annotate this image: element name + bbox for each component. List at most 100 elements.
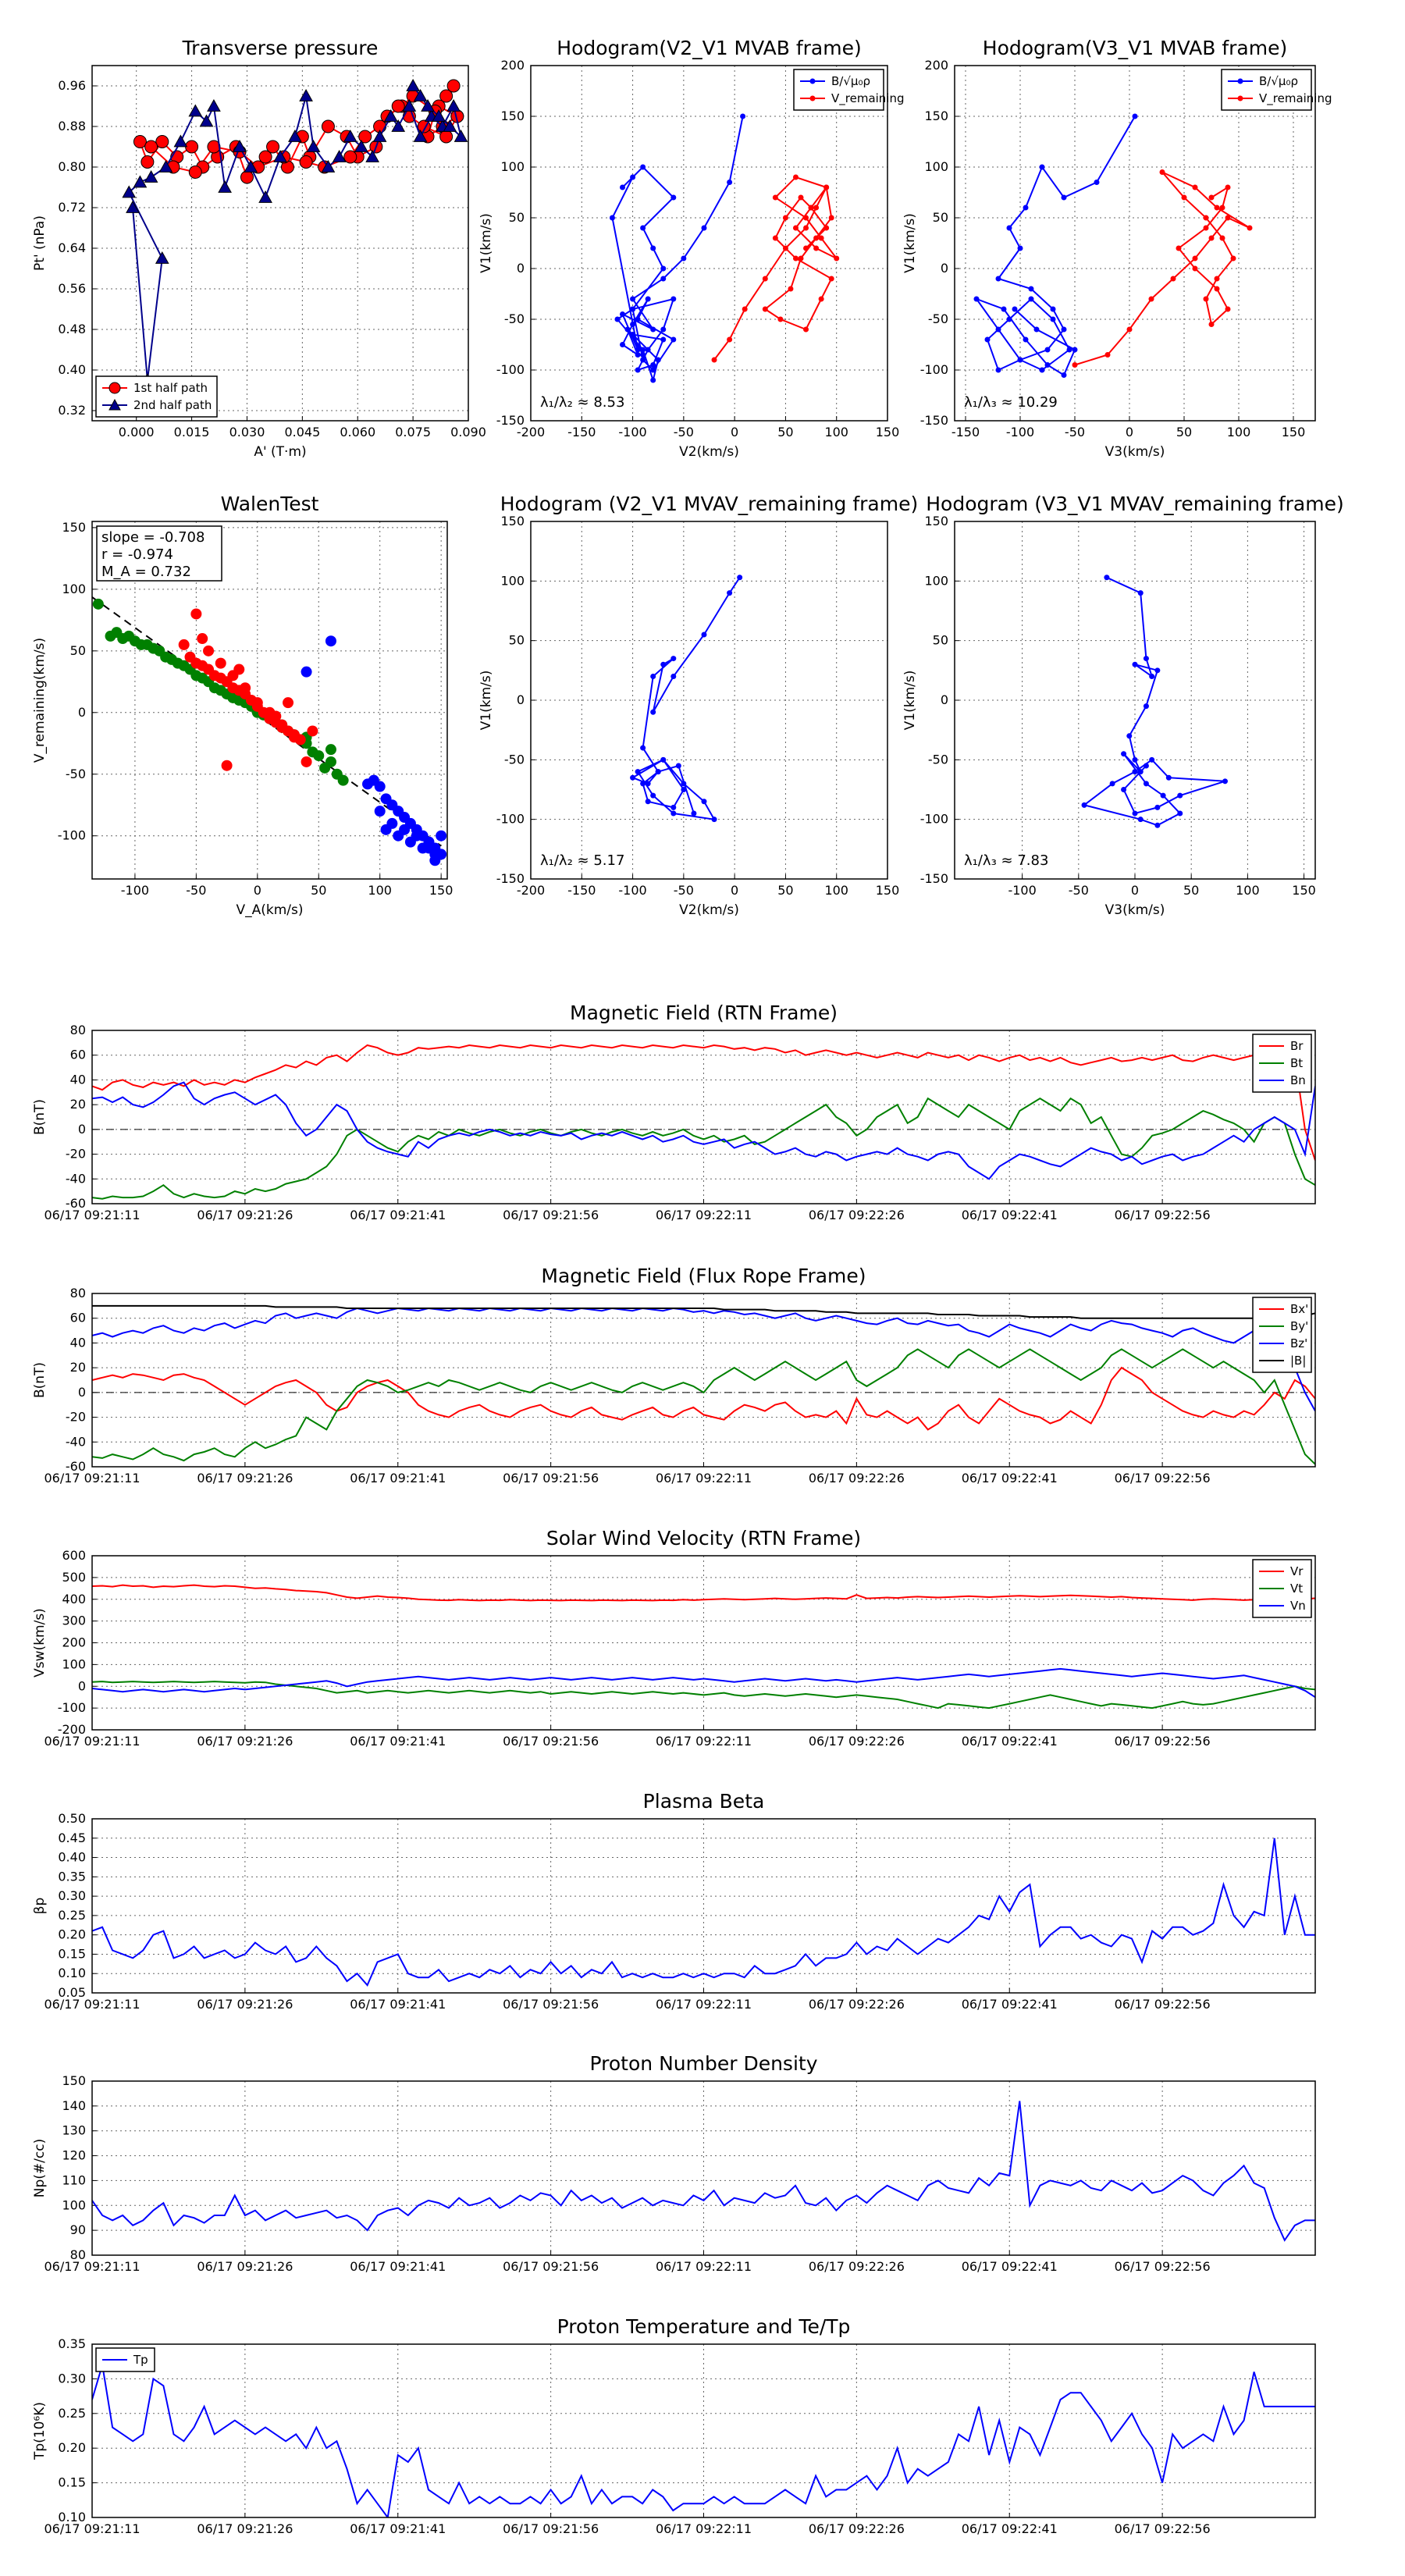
data-point	[1192, 265, 1198, 272]
data-point	[354, 139, 368, 152]
data-point	[803, 225, 809, 231]
series-line	[92, 1584, 1315, 1602]
data-point	[727, 590, 733, 596]
data-point	[1181, 194, 1187, 201]
y-tick-label: 50	[70, 643, 86, 658]
data-point	[823, 184, 830, 190]
y-tick-label: 0	[78, 705, 86, 720]
y-tick-label: 50	[509, 633, 525, 648]
y-tick-label: 0.35	[58, 1869, 86, 1884]
data-point	[288, 729, 300, 741]
data-point	[270, 710, 282, 722]
data-point	[1160, 792, 1166, 799]
walen-stats-box	[96, 525, 222, 582]
series-v-remaining	[1072, 169, 1253, 368]
x-tick-label: -50	[674, 425, 694, 439]
data-point	[823, 225, 830, 231]
plot-area	[1081, 575, 1228, 828]
x-tick-label: 100	[1236, 883, 1260, 898]
plot-area	[92, 1304, 1315, 1465]
data-point	[630, 774, 636, 781]
data-point	[1222, 778, 1228, 785]
x-tick-label: 06/17 09:22:41	[962, 1997, 1058, 2012]
x-tick-label: 06/17 09:21:11	[44, 2259, 140, 2274]
data-point	[393, 830, 404, 841]
data-point	[1230, 255, 1236, 262]
data-point	[358, 130, 372, 144]
x-tick-label: 06/17 09:21:11	[44, 2521, 140, 2536]
y-tick-label: -100	[920, 812, 948, 827]
y-tick-label: 150	[924, 109, 948, 123]
x-tick-label: 100	[368, 883, 392, 898]
data-point	[148, 642, 159, 654]
y-tick-label: 300	[62, 1614, 86, 1628]
x-tick-label: 0.060	[340, 425, 375, 439]
data-point	[402, 98, 417, 112]
data-point	[1039, 164, 1045, 170]
x-tick-label: 06/17 09:21:56	[503, 1997, 599, 2012]
data-point	[413, 88, 428, 101]
walen-stat-line: M_A = 0.732	[101, 564, 191, 580]
x-axis-label: V_A(km/s)	[236, 902, 303, 918]
data-point	[1192, 255, 1198, 262]
y-tick-label: 80	[70, 1286, 86, 1300]
y-tick-label: 0.10	[58, 1966, 86, 1980]
series-line	[92, 2364, 1315, 2517]
data-point	[670, 296, 677, 302]
data-point	[762, 306, 768, 312]
data-point	[244, 159, 258, 173]
data-point	[660, 756, 667, 763]
data-point	[1137, 817, 1144, 823]
legend: Br Bt Bn	[1252, 1034, 1312, 1093]
x-tick-label: -100	[1006, 425, 1034, 439]
data-point	[681, 255, 687, 262]
series-bn	[92, 1081, 1315, 1180]
data-point	[818, 296, 824, 302]
x-tick-label: 0	[1131, 883, 1139, 898]
y-axis-label: Pt' (nPa)	[32, 215, 48, 271]
data-point	[1023, 205, 1029, 211]
walen-stat-line: slope = -0.708	[101, 529, 205, 546]
data-point	[1126, 326, 1133, 333]
ratio-annotation: λ₁/λ₃ ≈ 7.83	[964, 852, 1048, 869]
series-line	[92, 1838, 1315, 1987]
legend-label: Vt	[1290, 1582, 1303, 1596]
data-point	[1104, 575, 1110, 581]
y-tick-label: 0.72	[58, 200, 86, 215]
data-point	[1203, 225, 1209, 231]
legend: Bx' By' Bz' |B|	[1252, 1297, 1312, 1373]
data-point	[681, 787, 687, 792]
y-tick-label: 80	[70, 2247, 86, 2262]
chart-vsw: Solar Wind Velocity (RTN Frame) 06/17 09:…	[32, 1527, 1316, 1749]
data-point	[1148, 296, 1154, 302]
data-point	[630, 332, 636, 337]
chart-title: Hodogram (V2_V1 MVAV_remaining frame)	[500, 493, 919, 515]
data-point	[630, 296, 636, 302]
data-point	[1154, 804, 1161, 810]
data-point	[325, 744, 336, 756]
data-point	[834, 255, 840, 262]
data-point	[1023, 336, 1029, 343]
y-tick-label: 0.25	[58, 1908, 86, 1923]
data-point	[675, 763, 681, 769]
y-tick-label: -60	[66, 1459, 86, 1474]
x-tick-label: 06/17 09:22:11	[656, 2259, 752, 2274]
x-tick-label: 06/17 09:21:41	[350, 2259, 446, 2274]
y-tick-label: 20	[70, 1097, 86, 1112]
y-tick-label: 0.25	[58, 2406, 86, 2421]
plot-frame	[91, 65, 469, 422]
legend: Tp	[95, 2347, 155, 2372]
data-point	[443, 119, 457, 132]
y-axis-label: V_remaining(km/s)	[32, 638, 48, 763]
series-br	[92, 1044, 1315, 1161]
x-tick-label: -150	[951, 425, 980, 439]
data-point	[1081, 802, 1087, 808]
data-point	[701, 225, 707, 231]
x-tick-label: 50	[777, 883, 793, 898]
data-point	[251, 697, 263, 709]
data-point	[365, 149, 379, 162]
data-point	[995, 367, 1001, 373]
x-tick-label: 06/17 09:21:11	[44, 1208, 140, 1222]
data-point	[691, 810, 697, 817]
y-tick-label: 0.20	[58, 1927, 86, 1942]
